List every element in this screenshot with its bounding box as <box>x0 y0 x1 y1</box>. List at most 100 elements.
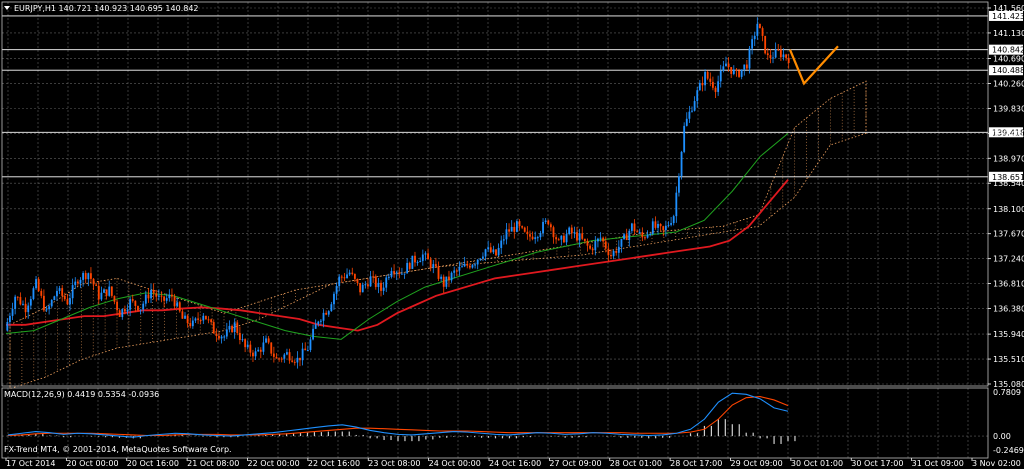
y-tick-label: 137.240 <box>993 255 1024 264</box>
candle-body <box>704 71 706 86</box>
candle-body <box>745 64 748 69</box>
candle-body <box>369 276 372 287</box>
candle-body <box>612 251 615 257</box>
candle-body <box>515 221 518 232</box>
candle-body <box>764 35 767 54</box>
candle-body <box>586 240 589 246</box>
candle-body <box>607 248 610 256</box>
candle-body <box>471 265 474 268</box>
candle-body <box>212 322 215 334</box>
candle-body <box>766 53 769 56</box>
candle-body <box>335 286 338 294</box>
candle-body <box>79 279 82 284</box>
candle-body <box>513 226 516 232</box>
candle-body <box>364 284 367 286</box>
chevron-down-icon[interactable] <box>4 6 10 10</box>
candle-body <box>184 315 186 319</box>
candle-body <box>312 328 314 340</box>
y-tick-label: 135.080 <box>993 380 1024 389</box>
candle-body <box>434 264 437 267</box>
y-tick-label: 135.510 <box>993 355 1024 364</box>
candle-body <box>61 288 64 296</box>
candle-body <box>406 262 409 274</box>
candle-body <box>756 23 759 36</box>
candle-body <box>319 320 322 322</box>
candle-body <box>205 315 207 320</box>
candle-body <box>178 302 181 312</box>
candle-body <box>759 23 761 29</box>
candle-body <box>560 235 563 240</box>
candle-body <box>427 253 429 260</box>
candle-body <box>476 259 479 265</box>
candle-body <box>288 352 291 361</box>
candle-body <box>458 267 461 271</box>
candle-body <box>787 57 790 64</box>
candle-body <box>390 271 393 277</box>
candle-body <box>118 310 121 318</box>
candle-body <box>414 255 416 263</box>
x-tick-label: 23 Oct 08:00 <box>368 459 420 468</box>
y-tick-label: 141.130 <box>993 29 1024 38</box>
x-tick-label: 22 Oct 00:00 <box>248 459 300 468</box>
candle-body <box>92 278 95 285</box>
candle-body <box>555 237 558 240</box>
ma-slow-line <box>6 179 789 332</box>
horizontal-levels: 141.423 140.842 140.488 139.418 138.651 <box>2 10 1024 182</box>
candle-body <box>144 294 147 304</box>
candle-body <box>395 272 398 274</box>
symbol-header: EURJPY,H1 140.721 140.923 140.695 140.84… <box>14 4 199 13</box>
candle-body <box>461 266 463 268</box>
candle-body <box>134 300 137 306</box>
candle-body <box>267 338 270 343</box>
candle-body <box>262 342 265 352</box>
x-tick-label: 31 Oct 09:00 <box>912 459 964 468</box>
candle-body <box>387 276 390 278</box>
candle-body <box>696 90 699 102</box>
candle-body <box>497 247 500 256</box>
candle-body <box>317 321 320 325</box>
macd-main-line <box>7 392 789 438</box>
candle-body <box>492 249 495 253</box>
candle-body <box>667 224 670 226</box>
x-tick-label: 17 Oct 2014 <box>6 459 55 468</box>
candle-body <box>257 349 260 352</box>
candle-body <box>398 272 401 274</box>
candle-body <box>173 296 176 307</box>
y-tick-label: 141.560 <box>993 4 1024 13</box>
level-label: 141.423 <box>992 12 1024 21</box>
candle-body <box>291 360 294 362</box>
candle-body <box>325 312 328 315</box>
candle-body <box>252 352 254 357</box>
level-label: 138.651 <box>992 173 1024 182</box>
candle-body <box>664 225 667 231</box>
level-label-box <box>989 65 1023 76</box>
x-tick-label: 28 Oct 01:00 <box>610 459 662 468</box>
candle-body <box>45 309 48 311</box>
candle-body <box>40 290 43 296</box>
candle-body <box>534 237 537 240</box>
candle-body <box>547 220 550 225</box>
candle-body <box>333 293 335 305</box>
candle-body <box>468 265 471 268</box>
candle-body <box>194 318 197 321</box>
candle-body <box>602 237 605 242</box>
candle-body <box>322 312 325 321</box>
candle-body <box>591 248 594 251</box>
candle-body <box>615 251 618 253</box>
candle-body <box>71 285 74 299</box>
candle-body <box>568 227 571 235</box>
candle-body <box>479 258 482 260</box>
candle-body <box>56 290 58 297</box>
macd-panel-frame <box>1 387 989 459</box>
level-label-box <box>989 171 1023 182</box>
x-tick-label: 22 Oct 16:00 <box>308 459 360 468</box>
candle-body <box>207 319 210 321</box>
candle-body <box>186 315 189 324</box>
candle-body <box>50 300 53 307</box>
candle-body <box>740 69 743 77</box>
candle-body <box>445 276 448 287</box>
candle-body <box>421 254 424 261</box>
candle-body <box>683 125 686 152</box>
candle-body <box>463 263 466 267</box>
